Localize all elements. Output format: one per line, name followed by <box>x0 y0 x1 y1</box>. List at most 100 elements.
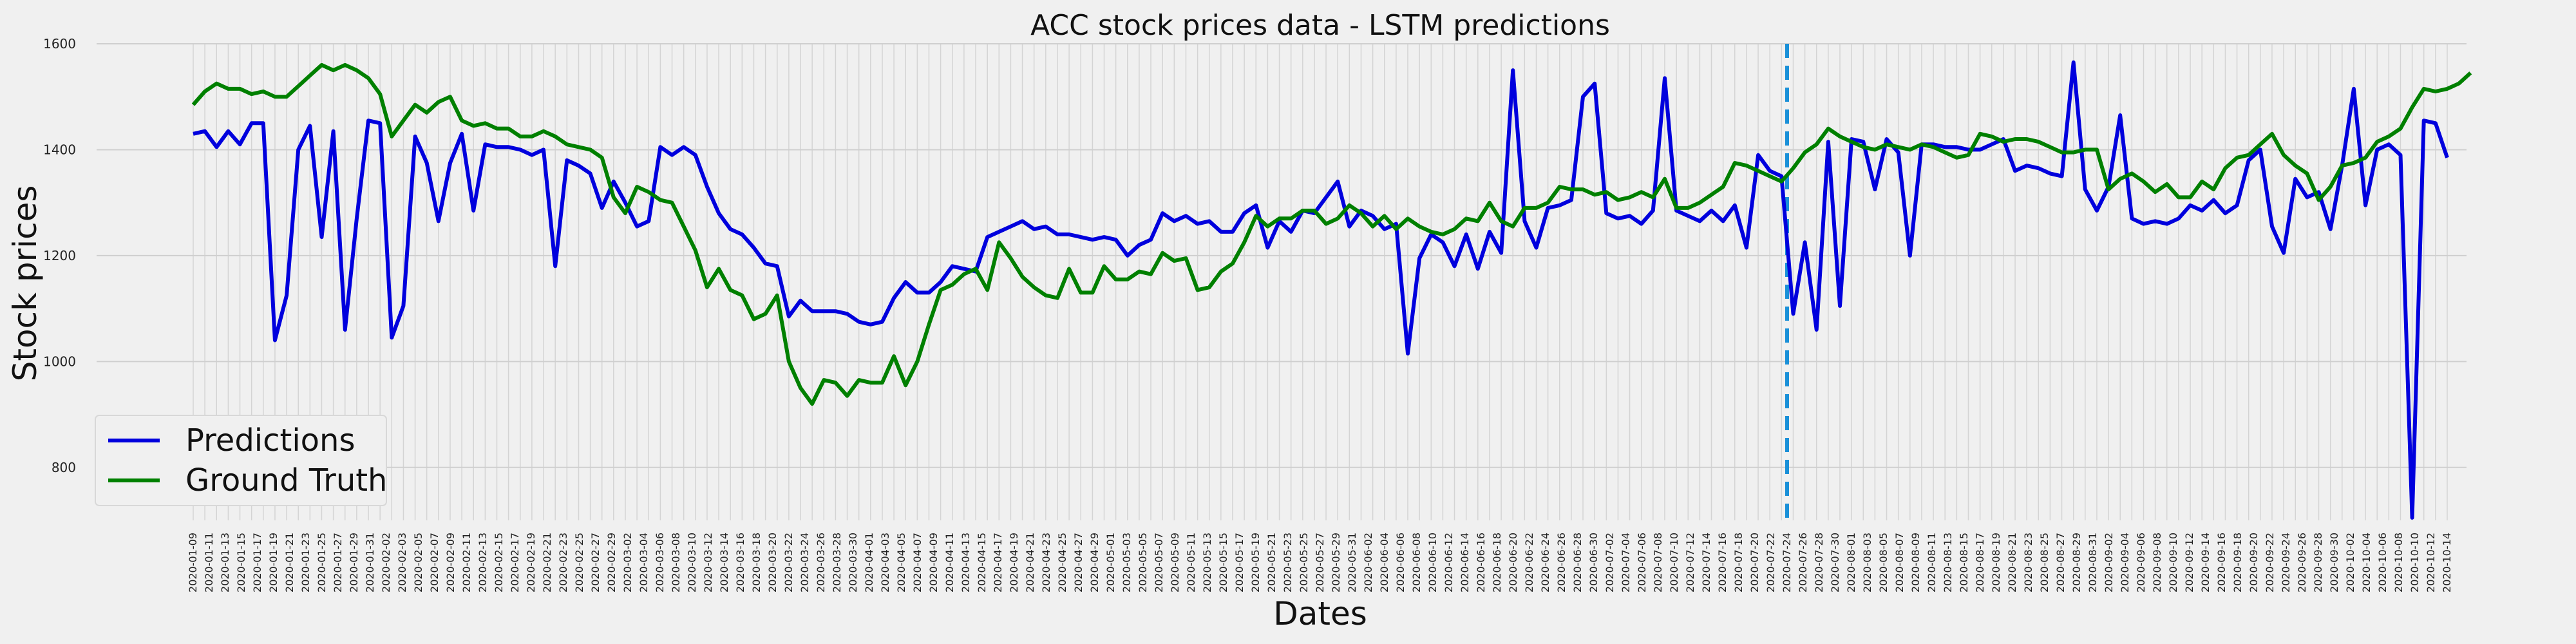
x-tick-label: 2020-03-20 <box>766 533 779 592</box>
x-tick-label: 2020-09-24 <box>2280 533 2292 592</box>
x-tick-label: 2020-06-02 <box>1362 533 1374 592</box>
x-tick-label: 2020-07-18 <box>1732 533 1745 592</box>
x-tick-label: 2020-07-22 <box>1765 533 1777 592</box>
x-tick-label: 2020-01-29 <box>348 533 360 592</box>
x-tick-label: 2020-08-03 <box>1861 533 1873 592</box>
x-tick-label: 2020-08-29 <box>2070 533 2083 592</box>
x-tick-label: 2020-08-23 <box>2022 533 2034 592</box>
x-tick-label: 2020-05-19 <box>1249 533 1262 592</box>
x-tick-label: 2020-07-16 <box>1716 533 1728 592</box>
x-tick-label: 2020-06-24 <box>1539 533 1551 592</box>
y-axis-ticks: 800 1000 1200 1400 1600 <box>43 36 76 475</box>
x-tick-label: 2020-07-12 <box>1684 533 1696 592</box>
x-tick-label: 2020-06-26 <box>1555 533 1567 592</box>
x-tick-label: 2020-04-11 <box>943 533 956 592</box>
x-tick-label: 2020-04-19 <box>1008 533 1020 592</box>
x-tick-label: 2020-01-23 <box>299 533 312 592</box>
x-tick-label: 2020-04-07 <box>911 533 923 592</box>
x-tick-label: 2020-03-28 <box>831 533 843 592</box>
x-tick-label: 2020-09-26 <box>2296 533 2308 592</box>
legend-box <box>95 415 387 506</box>
x-tick-label: 2020-06-20 <box>1507 533 1519 592</box>
x-tick-label: 2020-06-16 <box>1475 533 1487 592</box>
x-tick-label: 2020-08-11 <box>1926 533 1938 592</box>
x-tick-label: 2020-05-01 <box>1104 533 1117 592</box>
x-tick-label: 2020-02-19 <box>525 533 537 592</box>
x-tick-label: 2020-05-25 <box>1298 533 1310 592</box>
x-tick-label: 2020-03-26 <box>815 533 827 592</box>
x-tick-label: 2020-09-04 <box>2119 533 2131 592</box>
x-tick-label: 2020-07-30 <box>1829 533 1841 592</box>
x-tick-label: 2020-06-10 <box>1426 533 1439 592</box>
y-tick-label: 1200 <box>43 248 76 263</box>
x-tick-label: 2020-01-21 <box>283 533 296 592</box>
x-tick-label: 2020-08-27 <box>2054 533 2067 592</box>
x-tick-label: 2020-08-25 <box>2038 533 2050 592</box>
x-tick-label: 2020-09-02 <box>2103 533 2115 592</box>
x-tick-label: 2020-03-12 <box>702 533 714 592</box>
x-tick-label: 2020-05-03 <box>1121 533 1133 592</box>
x-tick-label: 2020-08-19 <box>1990 533 2002 592</box>
x-tick-label: 2020-03-06 <box>654 533 666 592</box>
x-tick-label: 2020-07-28 <box>1813 533 1825 592</box>
grid-lines <box>97 43 2467 520</box>
x-tick-label: 2020-06-12 <box>1443 533 1455 592</box>
x-tick-label: 2020-01-09 <box>187 533 199 592</box>
x-tick-label: 2020-01-25 <box>316 533 328 592</box>
x-tick-label: 2020-03-18 <box>750 533 762 592</box>
x-tick-label: 2020-06-14 <box>1459 533 1471 592</box>
x-tick-label: 2020-04-09 <box>927 533 940 592</box>
x-tick-label: 2020-04-15 <box>976 533 988 592</box>
y-tick-label: 1600 <box>43 36 76 52</box>
x-tick-label: 2020-03-16 <box>734 533 746 592</box>
x-tick-label: 2020-05-07 <box>1153 533 1165 592</box>
x-tick-label: 2020-04-01 <box>863 533 875 592</box>
x-tick-label: 2020-01-11 <box>203 533 215 592</box>
x-tick-label: 2020-02-15 <box>493 533 505 592</box>
x-tick-label: 2020-07-02 <box>1604 533 1616 592</box>
y-tick-label: 1400 <box>43 142 76 157</box>
x-tick-label: 2020-02-25 <box>573 533 585 592</box>
x-tick-label: 2020-09-16 <box>2215 533 2228 592</box>
chart-title: ACC stock prices data - LSTM predictions <box>1030 9 1610 42</box>
x-tick-label: 2020-05-11 <box>1185 533 1197 592</box>
x-tick-label: 2020-03-10 <box>686 533 698 592</box>
x-tick-label: 2020-08-09 <box>1909 533 1922 592</box>
series-lines <box>191 60 2472 520</box>
x-tick-label: 2020-08-07 <box>1893 533 1906 592</box>
x-tick-label: 2020-05-15 <box>1217 533 1229 592</box>
y-tick-label: 1000 <box>43 354 76 369</box>
x-tick-label: 2020-01-19 <box>267 533 279 592</box>
x-tick-label: 2020-10-04 <box>2360 533 2372 592</box>
x-tick-label: 2020-10-14 <box>2441 533 2453 592</box>
x-tick-label: 2020-02-11 <box>460 533 473 592</box>
x-tick-label: 2020-09-10 <box>2167 533 2179 592</box>
x-tick-label: 2020-05-13 <box>1201 533 1213 592</box>
x-tick-label: 2020-06-28 <box>1571 533 1584 592</box>
x-tick-label: 2020-09-20 <box>2248 533 2260 592</box>
x-tick-label: 2020-03-30 <box>847 533 859 592</box>
x-tick-label: 2020-09-08 <box>2151 533 2163 592</box>
y-tick-label: 800 <box>52 460 76 475</box>
x-tick-label: 2020-06-04 <box>1378 533 1390 592</box>
x-tick-label: 2020-05-09 <box>1169 533 1181 592</box>
x-tick-label: 2020-09-30 <box>2328 533 2340 592</box>
x-tick-label: 2020-07-04 <box>1620 533 1632 592</box>
x-tick-label: 2020-01-13 <box>219 533 231 592</box>
x-tick-label: 2020-09-12 <box>2183 533 2195 592</box>
x-tick-label: 2020-06-08 <box>1410 533 1423 592</box>
x-tick-label: 2020-05-05 <box>1137 533 1149 592</box>
x-tick-label: 2020-04-25 <box>1056 533 1068 592</box>
x-tick-label: 2020-08-15 <box>1958 533 1970 592</box>
x-tick-label: 2020-04-13 <box>960 533 972 592</box>
x-tick-label: 2020-02-09 <box>444 533 457 592</box>
x-tick-label: 2020-03-22 <box>782 533 795 592</box>
x-tick-label: 2020-07-14 <box>1700 533 1712 592</box>
x-tick-label: 2020-02-13 <box>477 533 489 592</box>
x-tick-label: 2020-08-13 <box>1942 533 1954 592</box>
x-tick-label: 2020-02-29 <box>605 533 618 592</box>
x-tick-label: 2020-10-02 <box>2344 533 2356 592</box>
x-tick-label: 2020-04-17 <box>992 533 1004 592</box>
x-tick-label: 2020-05-23 <box>1282 533 1294 592</box>
x-tick-label: 2020-09-06 <box>2135 533 2147 592</box>
